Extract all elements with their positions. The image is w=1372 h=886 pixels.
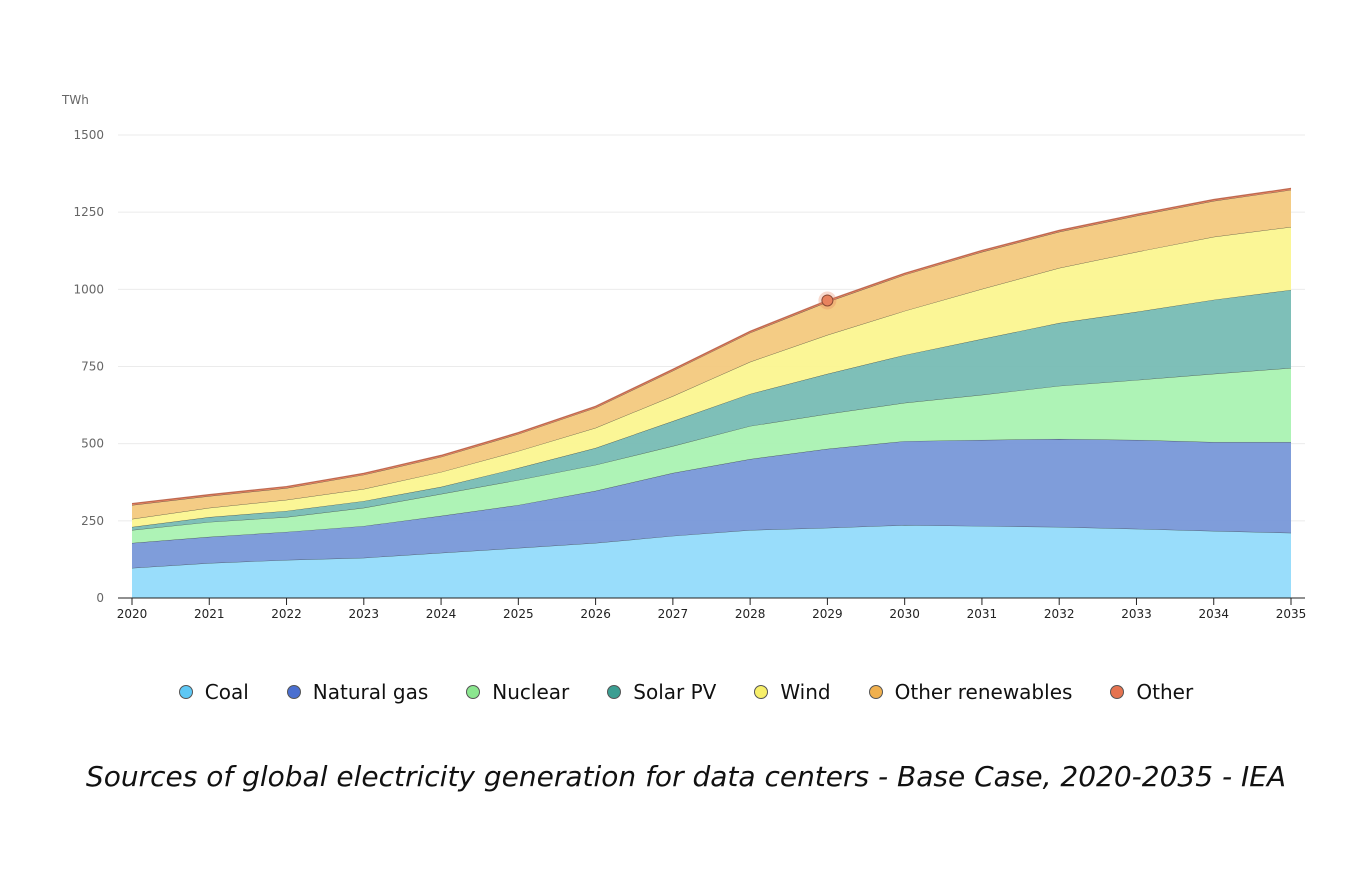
x-tick-label: 2020 bbox=[117, 607, 148, 621]
area-nuclear[interactable] bbox=[132, 368, 1291, 544]
legend-label: Solar PV bbox=[633, 680, 717, 704]
area-other-renewables[interactable] bbox=[132, 189, 1291, 519]
x-tick-label: 2035 bbox=[1276, 607, 1307, 621]
x-tick-label: 2024 bbox=[426, 607, 457, 621]
legend-item-coal[interactable]: Coal bbox=[178, 680, 249, 704]
legend-label: Natural gas bbox=[312, 680, 429, 704]
legend-item-natural-gas[interactable]: Natural gas bbox=[286, 680, 429, 704]
legend-item-other-renewables[interactable]: Other renewables bbox=[868, 680, 1073, 704]
legend-marker-icon bbox=[754, 685, 769, 699]
y-tick-label: 250 bbox=[81, 514, 104, 528]
legend-label: Nuclear bbox=[492, 680, 570, 704]
area-coal[interactable] bbox=[132, 525, 1291, 598]
x-tick-label: 2022 bbox=[271, 607, 302, 621]
y-tick-label: 500 bbox=[81, 437, 104, 451]
x-tick-label: 2033 bbox=[1121, 607, 1152, 621]
x-tick-label: 2027 bbox=[658, 607, 689, 621]
x-tick-label: 2023 bbox=[349, 607, 380, 621]
y-tick-label: 1000 bbox=[73, 282, 104, 296]
legend-marker-icon bbox=[466, 685, 481, 699]
x-tick-label: 2025 bbox=[503, 607, 534, 621]
legend-marker-icon bbox=[178, 685, 193, 699]
x-tick-label: 2030 bbox=[889, 607, 920, 621]
x-tick-label: 2029 bbox=[812, 607, 843, 621]
x-tick-label: 2028 bbox=[735, 607, 766, 621]
x-tick-label: 2031 bbox=[967, 607, 998, 621]
x-tick-label: 2026 bbox=[580, 607, 611, 621]
legend-marker-icon bbox=[868, 685, 883, 699]
area-solar-pv[interactable] bbox=[132, 289, 1291, 531]
legend-label: Other bbox=[1136, 680, 1194, 704]
y-tick-label: 1250 bbox=[73, 205, 104, 219]
legend-item-other[interactable]: Other bbox=[1110, 680, 1193, 704]
y-tick-label: 750 bbox=[81, 360, 104, 374]
legend-item-solar-pv[interactable]: Solar PV bbox=[607, 680, 716, 704]
legend-marker-icon bbox=[607, 685, 622, 699]
area-natural-gas[interactable] bbox=[132, 439, 1291, 569]
y-axis-label: TWh bbox=[61, 93, 89, 107]
legend-label: Other renewables bbox=[894, 680, 1073, 704]
x-tick-label: 2034 bbox=[1198, 607, 1229, 621]
legend-item-nuclear[interactable]: Nuclear bbox=[466, 680, 569, 704]
stacked-area-chart: TWh 0 250 500 750 1000 1250 1500 2020 2021 2022 20… bbox=[61, 93, 1307, 621]
highlighted-data-point[interactable] bbox=[821, 294, 834, 307]
legend-label: Coal bbox=[204, 680, 249, 704]
legend-label: Wind bbox=[780, 680, 831, 704]
legend-marker-icon bbox=[286, 685, 301, 699]
x-tick-label: 2021 bbox=[194, 607, 225, 621]
series-line-other bbox=[131, 187, 1292, 505]
area-wind[interactable] bbox=[132, 226, 1291, 528]
x-tick-label: 2032 bbox=[1044, 607, 1075, 621]
legend-item-wind[interactable]: Wind bbox=[754, 680, 831, 704]
legend: Coal Natural gas Nuclear Solar PV Wind Other … bbox=[0, 680, 1372, 704]
legend-marker-icon bbox=[1110, 685, 1125, 699]
chart-caption: Sources of global electricity generation… bbox=[85, 760, 1287, 793]
y-tick-label: 1500 bbox=[73, 128, 104, 142]
y-tick-label: 0 bbox=[96, 591, 104, 605]
